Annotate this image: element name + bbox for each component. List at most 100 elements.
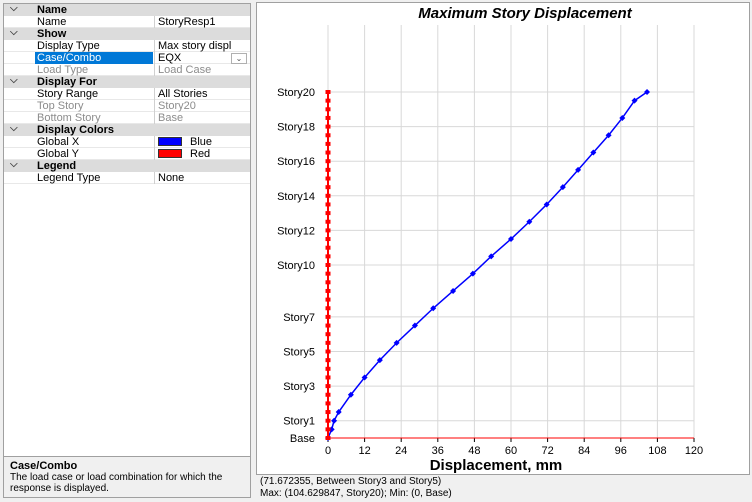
x-tick-label: 84 [578,445,590,457]
y-tick-label: Story12 [277,225,315,237]
property-value-text: Base [158,112,184,124]
chevron-down-icon[interactable]: ⌵ [10,123,18,134]
data-point-global-x [450,287,457,294]
chart-title: Maximum Story Displacement [418,5,632,22]
property-top-story[interactable]: Top Story Story20 [4,100,250,112]
property-value-text: Load Case [158,64,212,76]
property-label: Bottom Story [37,112,101,124]
data-point-global-x [376,357,383,364]
y-tick-label: Story1 [283,416,315,428]
x-tick-label: 48 [468,445,480,457]
properties-panel: ⌵ Name Name StoryResp1 ⌵ Show Display Type Max … [3,3,251,498]
property-case-combo[interactable]: Case/Combo EQX ⌄ [4,52,250,64]
chevron-down-icon[interactable]: ⌵ [10,75,18,86]
data-point-global-y [325,228,331,233]
property-label: Display Type [37,40,100,52]
data-point-global-x [605,132,612,139]
category-label: Display Colors [37,124,115,136]
y-tick-label: Story5 [283,347,315,359]
x-tick-label: 24 [395,445,407,457]
property-value-text: None [158,172,185,184]
data-point-global-x [347,391,354,398]
data-point-global-y [325,159,331,164]
category-show[interactable]: ⌵ Show [4,27,250,40]
x-tick-label: 36 [432,445,444,457]
data-point-global-y [325,193,331,198]
property-label: Global X [37,136,80,148]
color-swatch [158,149,182,158]
data-point-global-x [335,409,342,416]
property-label: Top Story [37,100,84,112]
description-pane: Case/Combo The load case or load combina… [4,456,250,497]
data-point-global-y [325,436,331,440]
property-value[interactable]: Red [154,148,250,160]
chevron-down-icon[interactable]: ⌵ [10,27,18,38]
x-tick-label: 0 [325,445,331,457]
y-tick-label: Story7 [283,312,315,324]
category-display-colors[interactable]: ⌵ Display Colors [4,123,250,136]
data-point-global-y [325,306,331,311]
x-tick-label: 96 [615,445,627,457]
dropdown-arrow-icon[interactable]: ⌄ [231,53,247,64]
data-point-global-y [325,358,331,363]
data-point-global-x [430,305,437,312]
data-point-global-y [325,271,331,276]
data-point-global-x [361,374,368,381]
data-point-global-y [325,297,331,302]
property-global-y[interactable]: Global Y Red [4,148,250,160]
property-label: Name [37,16,67,28]
data-point-global-y [325,323,331,328]
data-point-global-y [325,280,331,285]
data-point-global-y [325,314,331,319]
property-value-text: Red [190,148,211,160]
property-load-type[interactable]: Load Type Load Case [4,64,250,76]
y-tick-label: Story10 [277,260,315,272]
property-bottom-story[interactable]: Bottom Story Base [4,112,250,124]
category-name[interactable]: ⌵ Name [4,3,250,16]
chevron-down-icon[interactable]: ⌵ [10,3,18,14]
x-tick-label: 120 [685,445,703,457]
description-title: Case/Combo [10,460,78,472]
data-point-global-y [325,263,331,267]
property-story-range[interactable]: Story Range All Stories [4,88,250,100]
property-label: Legend Type [37,172,101,184]
property-value[interactable]: Max story displ [154,40,250,52]
data-point-global-x [559,184,566,191]
data-point-global-y [325,124,331,129]
y-tick-label: Story14 [277,191,315,203]
chevron-down-icon[interactable]: ⌵ [10,159,18,170]
property-global-x[interactable]: Global X Blue [4,136,250,148]
data-point-global-y [325,219,331,224]
property-value[interactable]: None [154,172,250,184]
data-point-global-y [325,349,331,354]
y-tick-label: Story3 [283,381,315,393]
x-tick-label: 72 [541,445,553,457]
property-value-text: Blue [190,136,213,148]
data-point-global-y [325,245,331,250]
description-text: The load case or load combination for wh… [10,472,223,494]
y-tick-label: Story20 [277,87,315,99]
property-name[interactable]: Name StoryResp1 [4,16,250,28]
property-value[interactable]: StoryResp1 [154,16,250,28]
property-value[interactable]: Blue [154,136,250,148]
property-value-text: All Stories [158,88,208,100]
y-tick-label: Base [290,433,315,445]
data-point-global-x [590,149,597,156]
data-point-global-y [325,340,331,345]
data-point-global-y [325,427,331,432]
property-value[interactable]: All Stories [154,88,250,100]
property-display-type[interactable]: Display Type Max story displ [4,40,250,52]
category-legend[interactable]: ⌵ Legend [4,159,250,172]
property-value-text: Story20 [158,100,196,112]
property-legend-type[interactable]: Legend Type None [4,172,250,184]
x-tick-label: 108 [648,445,666,457]
property-label: Story Range [37,88,99,100]
category-label: Legend [37,160,77,172]
property-grid: ⌵ Name Name StoryResp1 ⌵ Show Display Type Max … [4,3,250,184]
y-tick-label: Story16 [277,156,315,168]
property-value: Story20 [154,100,250,112]
property-value[interactable]: EQX ⌄ [154,52,250,64]
x-tick-label: 12 [358,445,370,457]
data-point-global-y [325,107,331,112]
category-display-for[interactable]: ⌵ Display For [4,75,250,88]
